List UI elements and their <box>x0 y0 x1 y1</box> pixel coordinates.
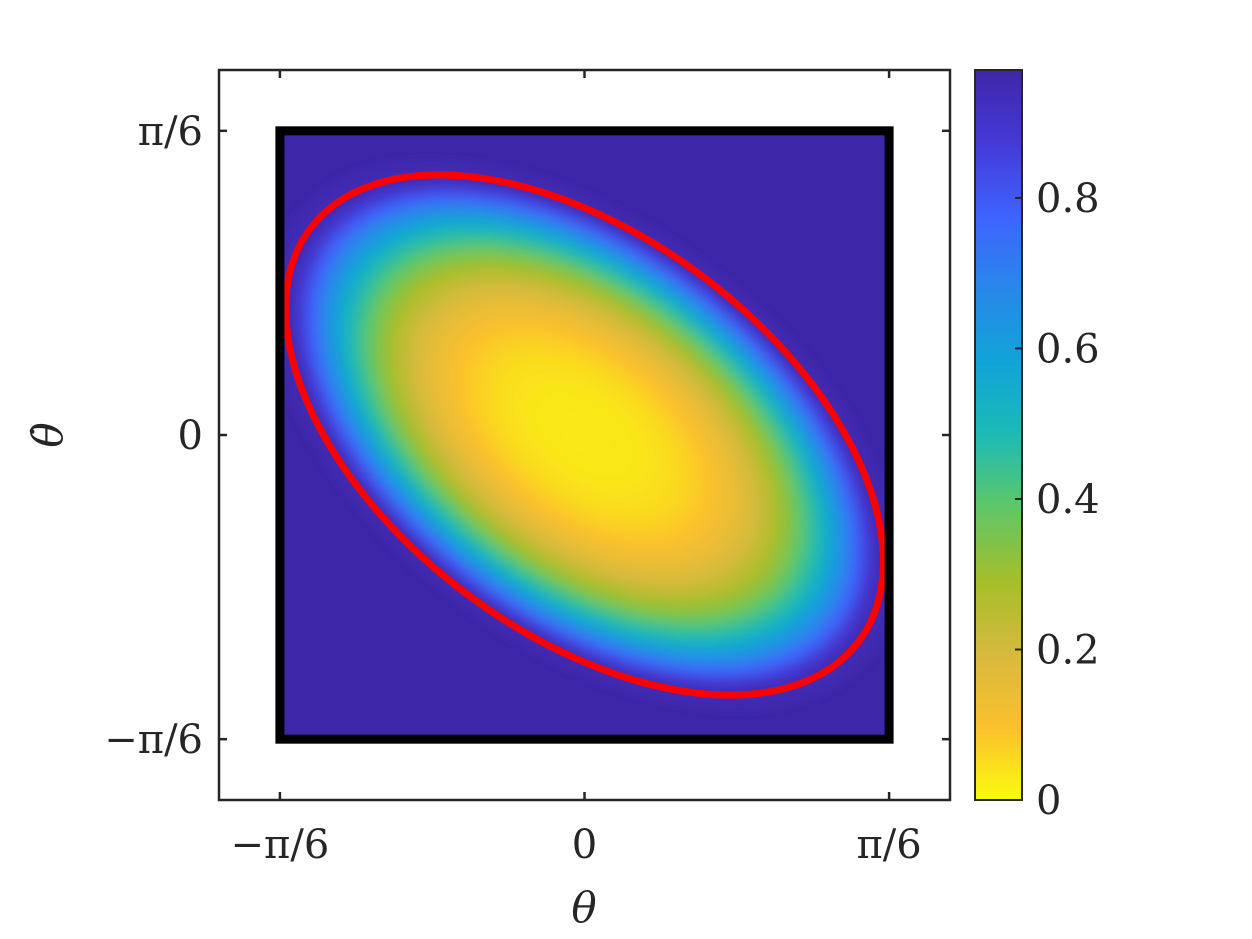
colorbar: 0.8 0.6 0.4 0.2 0 <box>974 69 1100 824</box>
y-axis-ticks: π/6 0 −π/6 <box>104 109 950 763</box>
colorbar-tick-label: 0.6 <box>1036 326 1100 372</box>
y-axis-label: θ̇ <box>23 422 72 447</box>
x-axis-ticks: −π/6 0 π/6 <box>231 70 922 868</box>
x-tick-label: π/6 <box>856 822 921 868</box>
colorbar-scale <box>974 69 1023 801</box>
region-box <box>275 126 894 744</box>
y-tick-label: 0 <box>178 413 203 459</box>
colorbar-tick-label: 0.2 <box>1036 627 1100 673</box>
colorbar-tick-label: 0.8 <box>1036 176 1100 222</box>
ellipse-outline <box>282 171 887 699</box>
y-tick-label: π/6 <box>138 109 203 155</box>
colorbar-tick-label: 0.4 <box>1036 477 1100 523</box>
y-tick-label: −π/6 <box>104 717 203 763</box>
heatmap-field <box>279 130 890 740</box>
x-tick-label: −π/6 <box>231 822 330 868</box>
stability-ellipse <box>282 171 887 699</box>
x-axis-label: θ <box>571 883 596 932</box>
x-tick-label: 0 <box>572 822 597 868</box>
plot-area: −π/6 0 π/6 π/6 0 −π/6 θ θ̇ <box>23 68 952 932</box>
colorbar-ticks: 0.8 0.6 0.4 0.2 0 <box>1015 176 1100 824</box>
heat-contour <box>560 414 609 456</box>
colorbar-tick-label: 0 <box>1036 778 1061 824</box>
